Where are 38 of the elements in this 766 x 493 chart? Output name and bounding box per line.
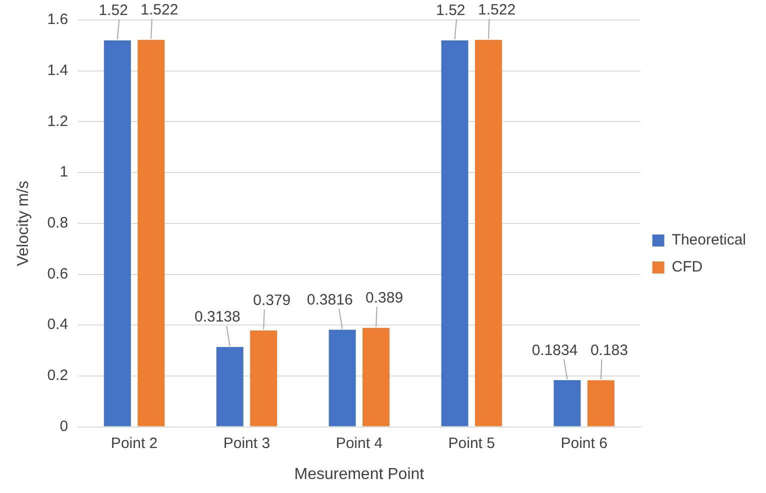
- legend-label: Theoretical: [672, 232, 746, 249]
- data-label: 0.3138: [194, 308, 240, 326]
- y-axis-title: Velocity m/s: [15, 180, 32, 266]
- data-label: 0.1834: [532, 342, 578, 359]
- y-tick-label: 1.4: [47, 62, 68, 79]
- bar: [554, 380, 581, 426]
- bar: [216, 347, 244, 426]
- y-tick-label: 1.6: [47, 11, 68, 28]
- x-tick-label: Point 5: [448, 434, 495, 452]
- bar: [441, 40, 468, 426]
- bar: [104, 40, 131, 426]
- bar: [138, 40, 165, 426]
- bar: [362, 328, 390, 426]
- bar: [328, 330, 356, 426]
- data-label: 1.522: [140, 1, 178, 18]
- y-tick-label: 0.4: [47, 316, 68, 334]
- x-axis-title: Mesurement Point: [294, 466, 425, 483]
- x-tick-label: Point 4: [336, 434, 383, 452]
- x-tick-label: Point 2: [110, 434, 158, 452]
- y-tick-label: 0: [60, 418, 68, 435]
- x-tick-label: Point 3: [223, 434, 270, 452]
- y-tick-label: 1.2: [47, 112, 68, 130]
- bar: [250, 330, 278, 426]
- data-label: 0.183: [590, 342, 628, 359]
- y-tick-label: 0.8: [47, 214, 68, 232]
- y-tick-label: 0.2: [47, 367, 68, 384]
- y-tick-label: 1: [60, 164, 68, 181]
- data-label: 1.52: [436, 2, 466, 19]
- data-label: 1.52: [98, 2, 128, 19]
- data-label: 0.389: [366, 290, 404, 307]
- bar: [587, 380, 614, 426]
- y-tick-label: 0.6: [47, 265, 68, 282]
- bar: [475, 40, 502, 426]
- x-tick-label: Point 6: [560, 434, 608, 452]
- data-label: 1.522: [478, 1, 516, 18]
- data-label: 0.3816: [306, 291, 353, 308]
- legend-label: CFD: [672, 258, 703, 276]
- data-label: 0.379: [253, 292, 291, 310]
